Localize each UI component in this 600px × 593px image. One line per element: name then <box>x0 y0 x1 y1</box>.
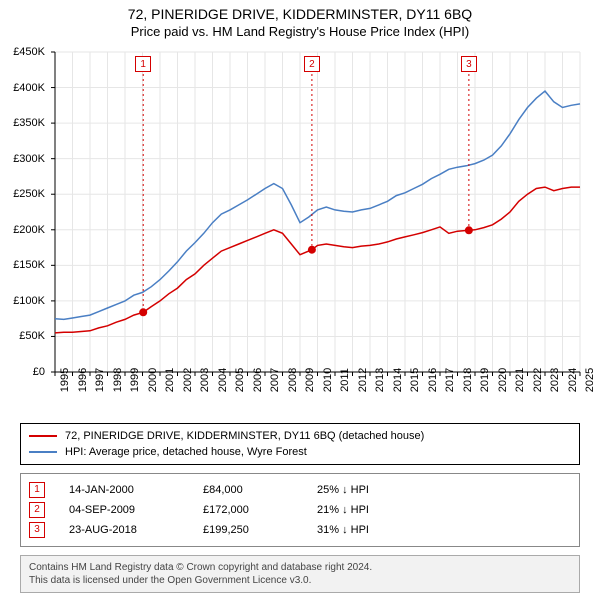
x-axis-label: 1998 <box>112 368 124 392</box>
y-axis-label: £450K <box>13 46 45 58</box>
x-axis-label: 2024 <box>567 368 579 392</box>
line-chart <box>50 47 585 377</box>
sale-hpi-diff: 31% ↓ HPI <box>317 520 369 540</box>
credits: Contains HM Land Registry data © Crown c… <box>20 555 580 593</box>
x-axis-label: 2000 <box>147 368 159 392</box>
x-axis-label: 1995 <box>59 368 71 392</box>
x-axis-label: 2022 <box>532 368 544 392</box>
legend: 72, PINERIDGE DRIVE, KIDDERMINSTER, DY11… <box>20 423 580 465</box>
sale-row: 2 04-SEP-2009 £172,000 21% ↓ HPI <box>29 500 571 520</box>
x-axis-label: 1997 <box>94 368 106 392</box>
y-axis-label: £350K <box>13 117 45 129</box>
x-axis-label: 2019 <box>479 368 491 392</box>
x-axis-label: 2007 <box>269 368 281 392</box>
x-axis-label: 2003 <box>199 368 211 392</box>
sales-table: 1 14-JAN-2000 £84,000 25% ↓ HPI 2 04-SEP-2009… <box>20 473 580 547</box>
x-axis-label: 2025 <box>584 368 596 392</box>
sale-marker-3: 3 <box>461 56 477 72</box>
x-axis-label: 2005 <box>234 368 246 392</box>
x-axis-label: 2009 <box>304 368 316 392</box>
legend-swatch <box>29 451 57 453</box>
sale-date: 23-AUG-2018 <box>69 520 179 540</box>
x-axis-label: 2012 <box>357 368 369 392</box>
sale-hpi-diff: 21% ↓ HPI <box>317 500 369 520</box>
y-axis-label: £0 <box>33 366 45 378</box>
x-axis-label: 2021 <box>514 368 526 392</box>
x-axis-label: 1996 <box>77 368 89 392</box>
y-axis-label: £400K <box>13 82 45 94</box>
credits-line: This data is licensed under the Open Gov… <box>29 574 571 587</box>
plot-area: £0£50K£100K£150K£200K£250K£300K£350K£400… <box>50 47 585 377</box>
sale-row: 1 14-JAN-2000 £84,000 25% ↓ HPI <box>29 480 571 500</box>
sale-marker-2: 2 <box>304 56 320 72</box>
x-axis-label: 2023 <box>549 368 561 392</box>
x-axis-label: 2013 <box>374 368 386 392</box>
sale-marker-icon: 2 <box>29 502 45 518</box>
x-axis-label: 2002 <box>182 368 194 392</box>
legend-label: 72, PINERIDGE DRIVE, KIDDERMINSTER, DY11… <box>65 428 424 444</box>
x-axis-label: 2006 <box>252 368 264 392</box>
legend-item: HPI: Average price, detached house, Wyre… <box>29 444 571 460</box>
legend-label: HPI: Average price, detached house, Wyre… <box>65 444 307 460</box>
chart-title: 72, PINERIDGE DRIVE, KIDDERMINSTER, DY11… <box>0 6 600 22</box>
sale-marker-1: 1 <box>135 56 151 72</box>
y-axis-label: £100K <box>13 295 45 307</box>
x-axis-label: 2016 <box>427 368 439 392</box>
y-axis-label: £200K <box>13 224 45 236</box>
x-axis-label: 2008 <box>287 368 299 392</box>
sale-price: £172,000 <box>203 500 293 520</box>
sale-marker-icon: 1 <box>29 482 45 498</box>
x-axis-label: 2004 <box>217 368 229 392</box>
x-axis-label: 2001 <box>164 368 176 392</box>
sale-date: 04-SEP-2009 <box>69 500 179 520</box>
sale-price: £84,000 <box>203 480 293 500</box>
chart-subtitle: Price paid vs. HM Land Registry's House … <box>0 24 600 39</box>
x-axis-label: 2015 <box>409 368 421 392</box>
legend-swatch <box>29 435 57 437</box>
credits-line: Contains HM Land Registry data © Crown c… <box>29 561 571 574</box>
sale-hpi-diff: 25% ↓ HPI <box>317 480 369 500</box>
x-axis-label: 2018 <box>462 368 474 392</box>
x-axis-label: 2017 <box>444 368 456 392</box>
x-axis-label: 2011 <box>339 368 351 392</box>
y-axis-label: £300K <box>13 153 45 165</box>
y-axis-label: £150K <box>13 259 45 271</box>
sale-date: 14-JAN-2000 <box>69 480 179 500</box>
sale-row: 3 23-AUG-2018 £199,250 31% ↓ HPI <box>29 520 571 540</box>
sale-price: £199,250 <box>203 520 293 540</box>
legend-item: 72, PINERIDGE DRIVE, KIDDERMINSTER, DY11… <box>29 428 571 444</box>
chart-titles: 72, PINERIDGE DRIVE, KIDDERMINSTER, DY11… <box>0 0 600 39</box>
x-axis-label: 1999 <box>129 368 141 392</box>
x-axis-label: 2014 <box>392 368 404 392</box>
sale-marker-icon: 3 <box>29 522 45 538</box>
y-axis-label: £50K <box>19 330 45 342</box>
x-axis-label: 2020 <box>497 368 509 392</box>
x-axis-label: 2010 <box>322 368 334 392</box>
y-axis-label: £250K <box>13 188 45 200</box>
